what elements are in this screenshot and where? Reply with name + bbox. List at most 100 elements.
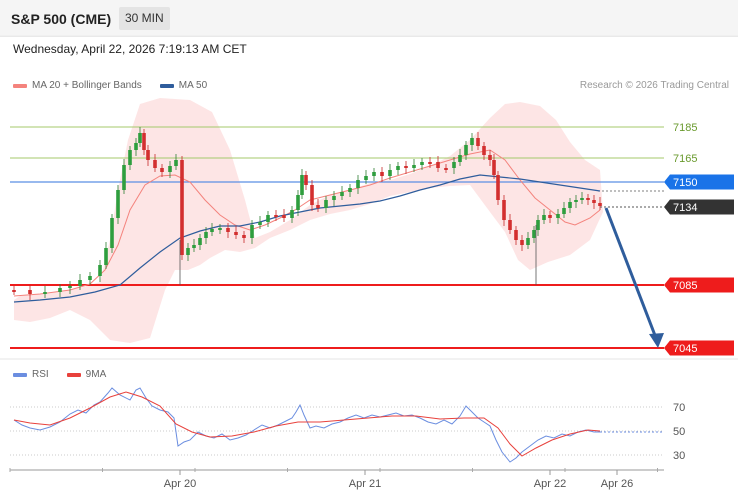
candle-body bbox=[128, 150, 132, 165]
level-lines bbox=[0, 35, 738, 360]
candle-body bbox=[380, 172, 384, 176]
candle-body bbox=[492, 160, 496, 175]
candle-body bbox=[412, 165, 416, 168]
legend-9ma-label: 9MA bbox=[85, 369, 107, 380]
rsi-9ma-line bbox=[13, 391, 601, 457]
candle-body bbox=[168, 166, 172, 172]
rsi-tick-30: 30 bbox=[673, 450, 685, 462]
credit-text: Research © 2026 Trading Central bbox=[579, 80, 729, 91]
legend-ma50: MA 50 bbox=[159, 80, 207, 91]
price-label-7134: 7134 bbox=[673, 202, 697, 214]
x-axis-label-3: Apr 26 bbox=[601, 478, 633, 490]
rsi-legend: RSI 9MA bbox=[13, 369, 124, 380]
price-label-7165: 7165 bbox=[673, 153, 697, 165]
candle-body bbox=[316, 205, 320, 208]
price-label-7185: 7185 bbox=[673, 122, 697, 134]
candle-body bbox=[532, 230, 536, 238]
candle-body bbox=[290, 210, 294, 218]
candle-body bbox=[592, 200, 596, 203]
ma20-swatch bbox=[13, 83, 27, 88]
price-label-7045: 7045 bbox=[673, 343, 697, 355]
candle-body bbox=[324, 200, 328, 208]
candle-body bbox=[574, 200, 578, 202]
candle-body bbox=[28, 290, 32, 294]
candle-body bbox=[180, 160, 184, 255]
bollinger-bands bbox=[14, 98, 603, 343]
price-tag-7134 bbox=[664, 199, 734, 215]
candle-body bbox=[556, 214, 560, 218]
candle-body bbox=[146, 150, 150, 160]
candle-body bbox=[198, 238, 202, 245]
candle-body bbox=[88, 276, 92, 280]
projection-arrow-shaft bbox=[604, 207, 658, 339]
candle-body bbox=[296, 195, 300, 210]
candle-body bbox=[218, 228, 222, 230]
candle-body bbox=[304, 175, 308, 185]
candle-body bbox=[68, 286, 72, 288]
legend-rsi-label: RSI bbox=[32, 369, 49, 380]
bollinger-cloud bbox=[14, 98, 603, 343]
candle-body bbox=[258, 222, 262, 225]
candle-body bbox=[514, 230, 518, 240]
candle-body bbox=[396, 166, 400, 170]
candle-body bbox=[372, 172, 376, 176]
candle-body bbox=[153, 160, 157, 168]
rsi-swatch bbox=[13, 372, 27, 377]
candle-body bbox=[458, 155, 462, 162]
candle-body bbox=[482, 146, 486, 155]
x-axis-label-0: Apr 20 bbox=[164, 478, 196, 490]
candle-body bbox=[464, 145, 468, 155]
candle-body bbox=[436, 162, 440, 168]
candle-body bbox=[43, 292, 47, 294]
candle-body bbox=[310, 185, 314, 205]
candle-body bbox=[160, 168, 164, 172]
candle-body bbox=[138, 133, 142, 143]
projection-arrow-head bbox=[649, 333, 664, 348]
candle-body bbox=[356, 180, 360, 188]
candle-body bbox=[142, 133, 146, 150]
main-legend: MA 20 + Bollinger Bands MA 50 bbox=[13, 80, 225, 91]
projection-arrow bbox=[604, 207, 664, 348]
candle-body bbox=[580, 198, 584, 200]
candle-body bbox=[520, 240, 524, 245]
candle-body bbox=[174, 160, 178, 166]
datetime-label: Wednesday, April 22, 2026 7:19:13 AM CET bbox=[13, 42, 247, 56]
candle-body bbox=[444, 168, 448, 170]
timeframe-selector[interactable]: 30 MIN bbox=[119, 7, 170, 30]
candle-body bbox=[234, 232, 238, 235]
candle-body bbox=[502, 200, 506, 220]
candle-body bbox=[332, 196, 336, 200]
candle-body bbox=[250, 225, 254, 238]
rsi-tick-70: 70 bbox=[673, 402, 685, 414]
candle-body bbox=[536, 220, 540, 230]
candle-body bbox=[508, 220, 512, 230]
candle-body bbox=[542, 215, 546, 220]
candle-body bbox=[226, 228, 230, 232]
candle-body bbox=[388, 170, 392, 176]
candle-body bbox=[420, 162, 424, 165]
candle-body bbox=[12, 290, 16, 292]
candle-body bbox=[364, 176, 368, 180]
chart-header: S&P 500 (CME) 30 MIN bbox=[0, 0, 738, 37]
price-tag-7085 bbox=[664, 277, 734, 293]
candle-body bbox=[58, 288, 62, 292]
candle-body bbox=[488, 155, 492, 160]
x-axis: Apr 20 Apr 21 Apr 22 Apr 26 bbox=[9, 468, 664, 490]
legend-9ma: 9MA bbox=[66, 369, 107, 380]
legend-rsi: RSI bbox=[13, 369, 49, 380]
candle-body bbox=[98, 265, 102, 276]
price-tag-7045 bbox=[664, 340, 734, 356]
candle-body bbox=[192, 245, 196, 248]
price-label-7085: 7085 bbox=[673, 280, 697, 292]
candle-body bbox=[104, 248, 108, 265]
candle-body bbox=[78, 280, 82, 286]
instrument-title: S&P 500 (CME) bbox=[11, 11, 112, 27]
rsi-tick-50: 50 bbox=[673, 426, 685, 438]
candle-body bbox=[496, 175, 500, 200]
candle-body bbox=[598, 203, 602, 206]
legend-ma20-label: MA 20 + Bollinger Bands bbox=[32, 80, 142, 91]
candle-body bbox=[470, 138, 474, 145]
x-axis-label-1: Apr 21 bbox=[349, 478, 381, 490]
candle-body bbox=[404, 166, 408, 168]
